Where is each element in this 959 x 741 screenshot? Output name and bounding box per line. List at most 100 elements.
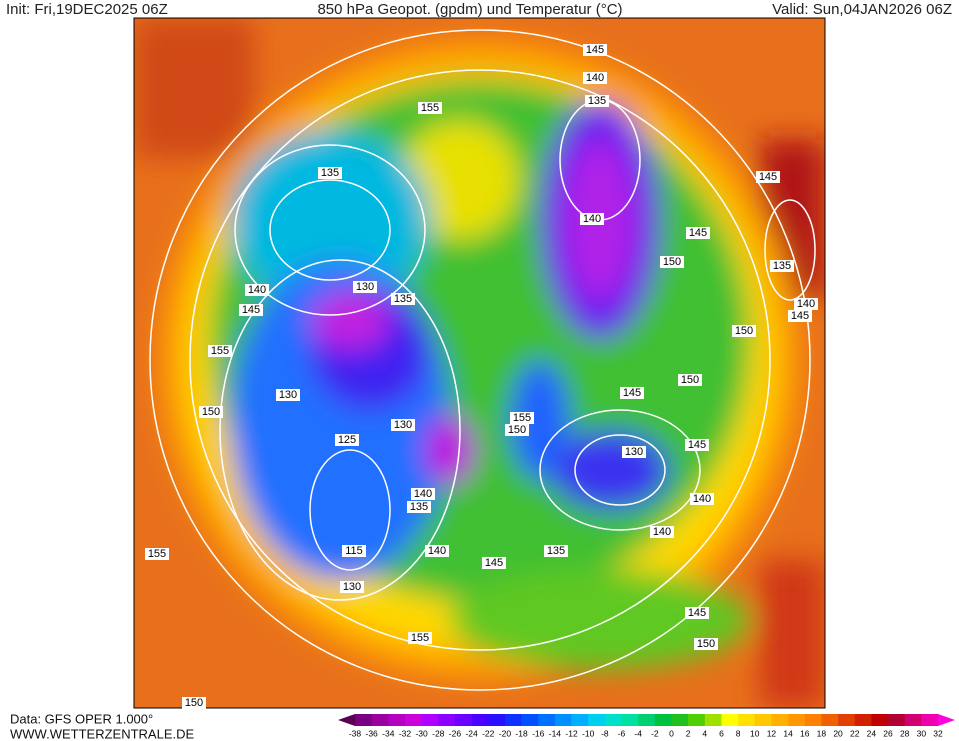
contour-label: 145: [242, 304, 260, 316]
contour-label-box: [678, 374, 702, 386]
contour-label: 135: [321, 167, 339, 179]
contour-label-box: [199, 406, 223, 418]
contours: [149, 29, 816, 691]
contour-label-box: [391, 293, 415, 305]
valid-time: Valid: Sun,04JAN2026 06Z: [772, 1, 952, 18]
contour-label-box: [482, 557, 506, 569]
contour-label-box: [239, 304, 263, 316]
colorbar-arrow-low: [338, 714, 355, 726]
contour-label: 140: [653, 526, 671, 538]
website: WWW.WETTERZENTRALE.DE: [10, 726, 194, 741]
map-title: 850 hPa Geopot. (gpdm) und Temperatur (°…: [317, 1, 622, 18]
colorbar-box: [621, 714, 639, 726]
colorbar-box: [538, 714, 556, 726]
contour-label-box: [583, 72, 607, 84]
contour-label-box: [335, 434, 359, 446]
colorbar-tick-label: -30: [415, 728, 428, 738]
contour-label-box: [510, 412, 534, 424]
contour-label-box: [276, 389, 300, 401]
contour-label: 130: [625, 446, 643, 458]
contour-label: 145: [791, 310, 809, 322]
contour-label: 135: [410, 501, 428, 513]
colorbar-tick-label: -8: [601, 728, 609, 738]
init-time: Init: Fri,19DEC2025 06Z: [6, 1, 168, 18]
colorbar-box: [888, 714, 905, 726]
contour-label: 145: [688, 607, 706, 619]
contour-label: 140: [693, 493, 711, 505]
colorbar-tick-label: -20: [499, 728, 512, 738]
contour-label: 140: [428, 545, 446, 557]
contour-label: 150: [202, 406, 220, 418]
colorbar-box: [404, 714, 422, 726]
contour-label-box: [408, 632, 432, 644]
colorbar-tick-label: -34: [382, 728, 395, 738]
colorbar-box: [588, 714, 606, 726]
colorbar-tick-label: 30: [917, 728, 927, 738]
colorbar-box: [571, 714, 589, 726]
contour-label-box: [585, 95, 609, 107]
colorbar-box: [421, 714, 439, 726]
colorbar-tick-label: -14: [549, 728, 562, 738]
contour-label-box: [650, 526, 674, 538]
contour-label-box: [318, 167, 342, 179]
contour-label: 130: [394, 419, 412, 431]
colorbar-tick-label: -10: [582, 728, 595, 738]
colorbar-tick-label: 18: [817, 728, 827, 738]
contour-label: 150: [663, 256, 681, 268]
contour-label-box: [353, 281, 377, 293]
contour-label: 150: [681, 374, 699, 386]
colorbar-box: [355, 714, 372, 726]
colorbar-tick-label: 16: [800, 728, 810, 738]
contour-label-box: [544, 545, 568, 557]
colorbar-box: [754, 714, 772, 726]
contour-label: 155: [411, 632, 429, 644]
contour-label: 115: [345, 545, 363, 557]
colorbar-tick-label: 28: [900, 728, 910, 738]
colorbar-box: [671, 714, 689, 726]
contour-label: 135: [547, 545, 565, 557]
contour-label: 155: [211, 345, 229, 357]
colorbar-box: [371, 714, 389, 726]
contour-label-box: [622, 446, 646, 458]
contour-label: 140: [586, 72, 604, 84]
contour-label-box: [686, 227, 710, 239]
map-field: [134, 18, 825, 708]
colorbar-tick-label: 22: [850, 728, 860, 738]
contour-label-box: [620, 387, 644, 399]
contour-label: 155: [513, 412, 531, 424]
contour-label-box: [391, 419, 415, 431]
colorbar-box: [921, 714, 939, 726]
colorbar-tick-label: 26: [883, 728, 893, 738]
colorbar-box: [438, 714, 456, 726]
colorbar-box: [554, 714, 572, 726]
colorbar-box: [704, 714, 722, 726]
colorbar: -38 -36 -34 -32 -30 -28 -26 -24 -22 -20 -18 -16 -14-…: [338, 714, 955, 738]
contour-label: 130: [356, 281, 374, 293]
colorbar-box: [488, 714, 506, 726]
contour-label: 125: [338, 434, 356, 446]
contour-label-box: [407, 501, 431, 513]
contour-label-box: [694, 638, 718, 650]
data-source: Data: GFS OPER 1.000°: [10, 711, 153, 726]
colorbar-tick-label: 32: [933, 728, 943, 738]
colorbar-tick-label: 6: [719, 728, 724, 738]
colorbar-box: [638, 714, 656, 726]
colorbar-tick-label: -32: [399, 728, 412, 738]
contour-label-box: [794, 298, 818, 310]
colorbar-box: [821, 714, 839, 726]
contour-label: 140: [248, 284, 266, 296]
colorbar-box: [771, 714, 789, 726]
contour-label-box: [418, 102, 442, 114]
contour-label-box: [685, 439, 709, 451]
colorbar-tick-label: -38: [349, 728, 362, 738]
contour-label: 145: [689, 227, 707, 239]
contour-label-box: [685, 607, 709, 619]
colorbar-tick-label: -2: [651, 728, 659, 738]
colorbar-box: [854, 714, 872, 726]
contour-label-box: [245, 284, 269, 296]
colorbar-arrow-high: [938, 714, 955, 726]
colorbar-box: [688, 714, 706, 726]
colorbar-tick-label: 24: [867, 728, 877, 738]
